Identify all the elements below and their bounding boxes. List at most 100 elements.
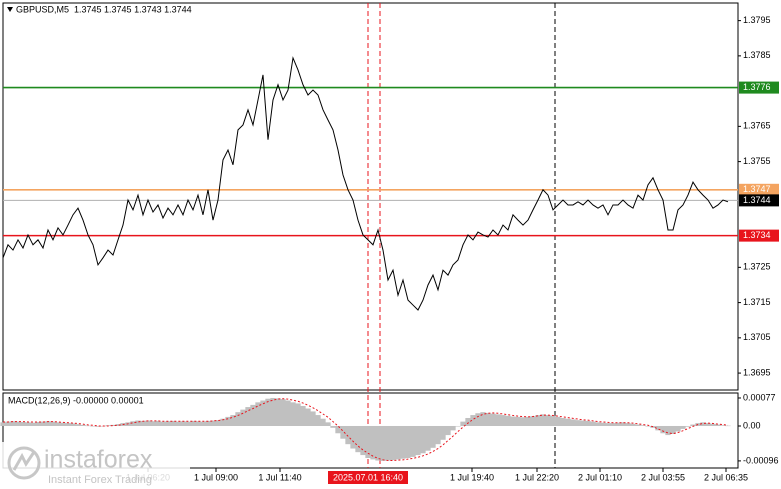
histogram-bar — [535, 415, 541, 426]
histogram-bar — [610, 423, 616, 426]
histogram-bar — [660, 425, 666, 434]
histogram-bar — [565, 418, 571, 426]
histogram-bar — [200, 421, 206, 426]
histogram-bar — [230, 415, 236, 426]
histogram-bar — [595, 422, 601, 426]
y-tick-label: 0.00077 — [743, 392, 776, 402]
histogram-bar — [5, 421, 11, 426]
histogram-bar — [360, 425, 366, 456]
histogram-bar — [405, 425, 411, 458]
logo-name: instaforex — [44, 446, 153, 474]
x-tick-label: 1 Jul 09:00 — [194, 472, 238, 482]
histogram-bar — [425, 425, 431, 451]
histogram-bar — [95, 425, 101, 427]
histogram-bar — [415, 425, 421, 456]
histogram-bar — [430, 425, 436, 448]
histogram-bar — [460, 421, 466, 426]
histogram-bar — [365, 425, 371, 458]
histogram-bar — [575, 420, 581, 426]
histogram-bar — [435, 425, 441, 445]
level-label-box — [739, 183, 779, 196]
y-tick-label: 1.3715 — [743, 297, 771, 307]
x-tick-label: 1 Jul 19:40 — [450, 472, 494, 482]
histogram-bar — [50, 421, 56, 426]
histogram-bar — [725, 425, 731, 427]
histogram-bar — [190, 420, 196, 426]
histogram-bar — [465, 417, 471, 426]
histogram-bar — [270, 397, 276, 426]
histogram-bar — [395, 425, 401, 460]
x-tick-label: 2 Jul 01:10 — [578, 472, 622, 482]
histogram-bar — [355, 425, 361, 453]
histogram-bar — [35, 421, 41, 426]
histogram-bar — [20, 421, 26, 426]
histogram-bar — [315, 415, 321, 426]
histogram-bar — [625, 423, 631, 426]
histogram-bar — [85, 425, 91, 427]
histogram-bar — [205, 420, 211, 426]
y-tick-label: 1.3705 — [743, 332, 771, 342]
histogram-bar — [375, 425, 381, 461]
histogram-bar — [285, 400, 291, 426]
histogram-bar — [220, 418, 226, 426]
histogram-bar — [480, 412, 486, 426]
histogram-bar — [110, 424, 116, 426]
histogram-bar — [215, 420, 221, 426]
histogram-bar — [345, 425, 351, 445]
y-tick-label: 1.3755 — [743, 156, 771, 166]
histogram-bar — [530, 416, 536, 426]
histogram-bar — [550, 415, 556, 426]
histogram-bar — [290, 402, 296, 426]
series-line — [2, 56, 729, 311]
histogram-bar — [335, 425, 341, 434]
bid-label: 1.3744 — [743, 195, 771, 205]
histogram-bar — [305, 408, 311, 426]
histogram-bar — [235, 412, 241, 426]
histogram-bar — [340, 425, 346, 439]
histogram-bar — [70, 423, 76, 426]
y-tick-label: 1.3795 — [743, 15, 771, 25]
histogram-bar — [510, 416, 516, 426]
histogram-bar — [555, 416, 561, 426]
histogram-bar — [690, 424, 696, 426]
histogram-bar — [500, 415, 506, 426]
histogram-bar — [115, 424, 121, 426]
histogram-bar — [255, 402, 261, 426]
histogram-bar — [30, 422, 36, 426]
level-label: 1.3734 — [743, 230, 771, 240]
price-panel-frame — [2, 2, 739, 391]
histogram-bar — [680, 425, 686, 429]
histogram-bar — [640, 425, 646, 426]
histogram-bar — [135, 420, 141, 426]
histogram-bar — [715, 424, 721, 426]
histogram-bar — [155, 420, 161, 426]
histogram-bar — [670, 425, 676, 434]
histogram-bar — [485, 412, 491, 426]
histogram-bar — [700, 422, 706, 426]
histogram-bar — [250, 404, 256, 426]
histogram-bar — [140, 420, 146, 426]
y-tick-label: 1.3695 — [743, 367, 771, 377]
level-label: 1.3747 — [743, 184, 771, 194]
histogram-bar — [385, 425, 391, 461]
histogram-bar — [75, 424, 81, 426]
histogram-bar — [55, 422, 61, 426]
level-label-box — [739, 229, 779, 242]
histogram-bar — [620, 422, 626, 426]
histogram-bar — [560, 417, 566, 426]
histogram-bar — [320, 418, 326, 426]
histogram-bar — [165, 421, 171, 426]
histogram-bar — [185, 421, 191, 426]
y-tick-label: -0.00096 — [743, 455, 779, 465]
histogram-bar — [540, 414, 546, 426]
histogram-bar — [145, 420, 151, 426]
marker-label-box — [328, 471, 408, 484]
histogram-bar — [300, 405, 306, 426]
level-label-box — [739, 81, 779, 94]
histogram-bar — [350, 425, 356, 449]
marker-label: 2025.07.01 16:40 — [333, 472, 403, 482]
histogram-bar — [245, 407, 251, 426]
histogram-bar — [570, 419, 576, 426]
histogram-bar — [685, 425, 691, 427]
